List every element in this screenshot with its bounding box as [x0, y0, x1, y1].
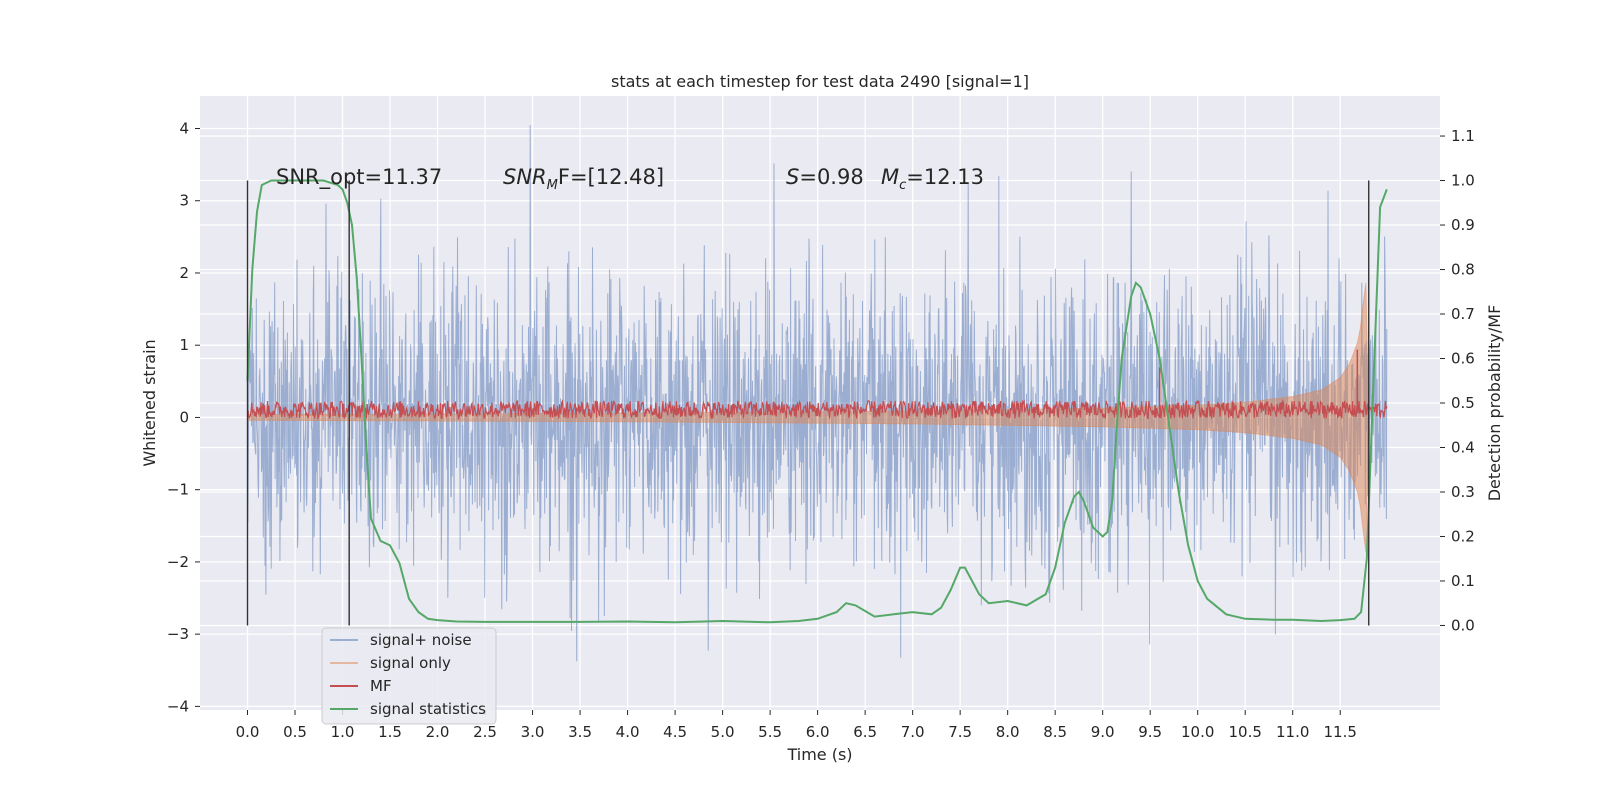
x-tick-label-23: 11.5 [1324, 723, 1357, 741]
x-tick-label-21: 10.5 [1229, 723, 1262, 741]
y-axis-label-left: Whitened strain [140, 339, 159, 466]
x-tick-label-5: 2.5 [473, 723, 497, 741]
x-tick-label-9: 4.5 [663, 723, 687, 741]
x-tick-label-10: 5.0 [711, 723, 735, 741]
y-right-tick-label-9: 0.2 [1451, 527, 1475, 545]
x-tick-label-11: 5.5 [758, 723, 782, 741]
x-tick-label-8: 4.0 [616, 723, 640, 741]
annotation-snr-mf: SNRMF=[12.48] [503, 165, 664, 193]
mc-subscript: c [899, 178, 906, 193]
x-axis-label: Time (s) [786, 745, 852, 764]
x-tick-label-22: 11.0 [1276, 723, 1309, 741]
y-left-tick-label-8: −4 [167, 697, 189, 715]
legend-label-signal-noise: signal+ noise [370, 631, 472, 649]
y-right-tick-label-4: 0.7 [1451, 305, 1475, 323]
series-signal-statistics-line [246, 179, 1388, 624]
y-right-tick-label-11: 0.0 [1451, 616, 1475, 634]
mc-symbol: M [881, 165, 899, 189]
vertical-markers [246, 180, 1370, 626]
annotations: SNR_opt=11.37 SNRMF=[12.48] S=0.98 Mc=12… [276, 165, 984, 193]
x-tick-label-6: 3.0 [521, 723, 545, 741]
x-tick-label-12: 6.0 [806, 723, 830, 741]
y-right-tick-label-8: 0.3 [1451, 483, 1475, 501]
y-right-tick-label-2: 0.9 [1451, 216, 1475, 234]
y-axis-label-right: Detection probability/MF [1485, 305, 1504, 502]
annotation-s: S=0.98 [786, 165, 864, 189]
y-left-tick-label-3: 1 [179, 336, 189, 354]
y-left-tick-label-4: 0 [179, 408, 189, 426]
x-tick-label-3: 1.5 [378, 723, 402, 741]
data-layer [246, 125, 1388, 662]
y-right-tick-label-0: 1.1 [1451, 127, 1475, 145]
legend-label-mf: MF [370, 677, 392, 695]
s-symbol: S [786, 165, 799, 189]
y-right-tick-label-10: 0.1 [1451, 572, 1475, 590]
y-left-tick-label-6: −2 [167, 553, 189, 571]
snr-mf-symbol: SNR [503, 165, 547, 189]
legend-box [321, 627, 497, 725]
y-left-tick-label-0: 4 [179, 120, 189, 138]
chart-title: stats at each timestep for test data 249… [611, 72, 1029, 91]
annotation-mc: Mc=12.13 [881, 165, 984, 193]
x-tick-label-15: 7.5 [948, 723, 972, 741]
x-tick-label-19: 9.5 [1138, 723, 1162, 741]
legend-label-signal-statistics: signal statistics [370, 700, 486, 718]
y-right-tick-label-5: 0.6 [1451, 350, 1475, 368]
legend: signal+ noise signal only MF signal stat… [321, 627, 497, 725]
y-right-tick-label-6: 0.5 [1451, 394, 1475, 412]
snr-mf-value: F=[12.48] [558, 165, 664, 189]
s-value: =0.98 [799, 165, 863, 189]
ticks: 0.0 0.5 1.0 1.5 2.0 2.5 3.0 3.5 4.0 4.5 5.0 5.5 6.0 6… [167, 120, 1475, 741]
mc-value: =12.13 [906, 165, 984, 189]
y-left-tick-label-2: 2 [179, 264, 189, 282]
series-signal-noise-line [247, 125, 1388, 662]
x-tick-label-13: 6.5 [853, 723, 877, 741]
snr-mf-subscript: M [547, 178, 558, 193]
x-tick-label-16: 8.0 [996, 723, 1020, 741]
x-tick-label-18: 9.0 [1091, 723, 1115, 741]
x-tick-label-2: 1.0 [331, 723, 355, 741]
legend-label-signal-only: signal only [370, 654, 451, 672]
y-left-tick-label-7: −3 [167, 625, 189, 643]
x-tick-label-20: 10.0 [1181, 723, 1214, 741]
y-right-tick-label-1: 1.0 [1451, 172, 1475, 190]
x-tick-label-17: 8.5 [1043, 723, 1067, 741]
x-tick-label-1: 0.5 [283, 723, 307, 741]
x-tick-label-7: 3.5 [568, 723, 592, 741]
x-tick-label-4: 2.0 [426, 723, 450, 741]
y-left-tick-label-5: −1 [167, 481, 189, 499]
x-tick-label-14: 7.0 [901, 723, 925, 741]
annotation-snr-opt: SNR_opt=11.37 [276, 165, 442, 190]
y-right-tick-label-3: 0.8 [1451, 261, 1475, 279]
series-mf-line [246, 398, 1388, 421]
y-left-tick-label-1: 3 [179, 192, 189, 210]
x-tick-label-0: 0.0 [236, 723, 260, 741]
y-right-tick-label-7: 0.4 [1451, 438, 1475, 456]
